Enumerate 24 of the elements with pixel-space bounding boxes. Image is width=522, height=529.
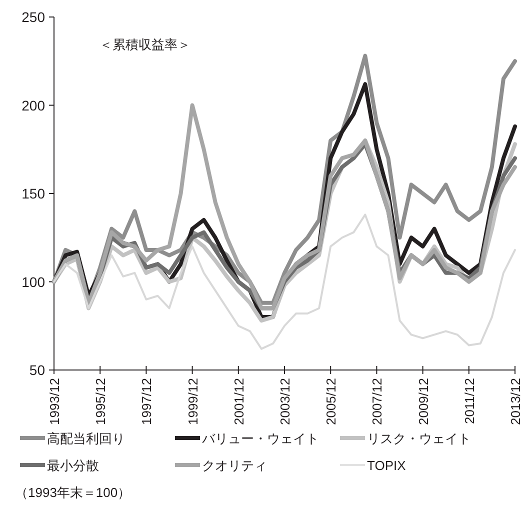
x-tick-label: 2011/12 <box>462 378 477 424</box>
x-tick-label: 2013/12 <box>508 378 522 425</box>
legend-label: 高配当利回り <box>47 431 125 446</box>
x-tick-label: 2007/12 <box>370 378 385 425</box>
x-tick-label: 2005/12 <box>324 378 339 425</box>
x-tick-label: 2009/12 <box>416 378 431 425</box>
x-tick-label: 1999/12 <box>185 378 200 425</box>
legend-label: クオリティ <box>202 458 267 473</box>
y-tick-label: 250 <box>22 9 46 25</box>
y-tick-label: 150 <box>22 186 46 202</box>
x-tick-label: 1995/12 <box>93 378 108 425</box>
x-tick-label: 2003/12 <box>278 378 292 425</box>
annotation: ＜累積収益率＞ <box>100 37 190 52</box>
legend-label: TOPIX <box>367 458 406 473</box>
y-tick-label: 50 <box>29 362 46 378</box>
legend-label: バリュー・ウェイト <box>201 431 319 446</box>
x-tick-label: 2001/12 <box>231 378 246 425</box>
legend-label: 最小分散 <box>47 458 99 473</box>
x-tick-label: 1993/12 <box>47 378 62 425</box>
y-tick-label: 100 <box>22 274 46 290</box>
y-tick-label: 200 <box>22 97 46 114</box>
text: （1993年末＝100） <box>15 485 131 500</box>
x-tick-label: 1997/12 <box>139 378 154 425</box>
legend-label: リスク・ウェイト <box>367 431 471 446</box>
